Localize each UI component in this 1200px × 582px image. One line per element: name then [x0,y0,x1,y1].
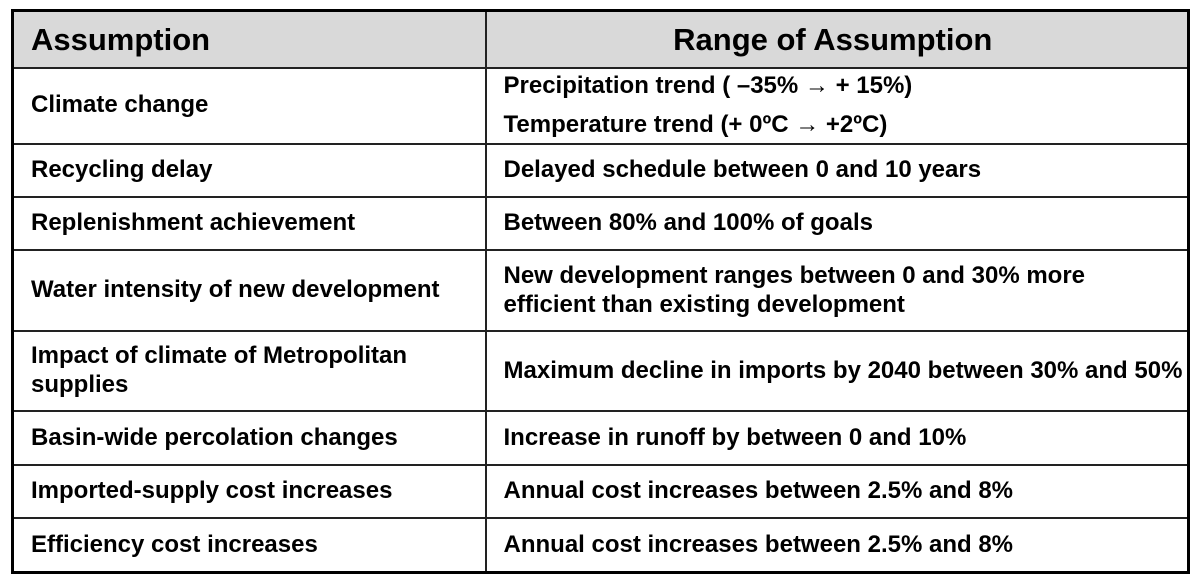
table-row: Impact of climate of Metropolitan suppli… [11,329,1190,413]
assumption-cell: Imported-supply cost increases [11,463,487,520]
table-row: Water intensity of new development New d… [11,249,1190,332]
assumption-cell: Recycling delay [11,142,487,198]
range-cell: Delayed schedule between 0 and 10 years [484,142,1190,198]
assumptions-table-container: Assumption Range of Assumption Climate c… [11,9,1190,574]
table-row: Efficiency cost increases Annual cost in… [11,517,1190,574]
table-body: Climate change Precipitation trend ( –35… [11,67,1190,574]
assumption-cell: Replenishment achievement [11,195,487,252]
range-line: Temperature trend (+ 0ºC → +2ºC) [503,110,888,138]
header-row: Assumption Range of Assumption [11,9,1190,69]
range-cell: New development ranges between 0 and 30%… [484,249,1190,332]
range-cell: Annual cost increases between 2.5% and 8… [484,463,1190,520]
range-line: Increase in runoff by between 0 and 10% [503,423,967,451]
assumption-cell: Climate change [11,67,487,145]
range-line: Annual cost increases between 2.5% and 8… [503,530,1014,558]
range-cell: Precipitation trend ( –35% → + 15%) Temp… [484,67,1190,145]
table-row: Replenishment achievement Between 80% an… [11,195,1190,252]
range-line: Annual cost increases between 2.5% and 8… [503,476,1014,504]
range-line: Maximum decline in imports by 2040 betwe… [503,356,1183,384]
range-cell: Between 80% and 100% of goals [484,195,1190,252]
range-line: Delayed schedule between 0 and 10 years [503,155,982,183]
range-cell: Maximum decline in imports by 2040 betwe… [484,329,1190,413]
header-range-of-assumption: Range of Assumption [484,9,1190,69]
header-assumption: Assumption [11,9,487,69]
assumption-cell: Water intensity of new development [11,249,487,332]
assumption-cell: Impact of climate of Metropolitan suppli… [11,329,487,413]
table-header: Assumption Range of Assumption [11,9,1190,69]
assumptions-table: Assumption Range of Assumption Climate c… [11,9,1190,574]
range-line: New development ranges between 0 and 30%… [503,261,1086,318]
table-row: Imported-supply cost increases Annual co… [11,463,1190,520]
assumption-cell: Efficiency cost increases [11,517,487,574]
range-line: Between 80% and 100% of goals [503,209,873,237]
range-cell: Annual cost increases between 2.5% and 8… [484,517,1190,574]
table-row: Basin-wide percolation changes Increase … [11,410,1190,466]
table-row: Climate change Precipitation trend ( –35… [11,67,1190,145]
range-cell: Increase in runoff by between 0 and 10% [484,410,1190,466]
table-row: Recycling delay Delayed schedule between… [11,142,1190,198]
range-line: Precipitation trend ( –35% → + 15%) [503,71,913,99]
assumption-cell: Basin-wide percolation changes [11,410,487,466]
